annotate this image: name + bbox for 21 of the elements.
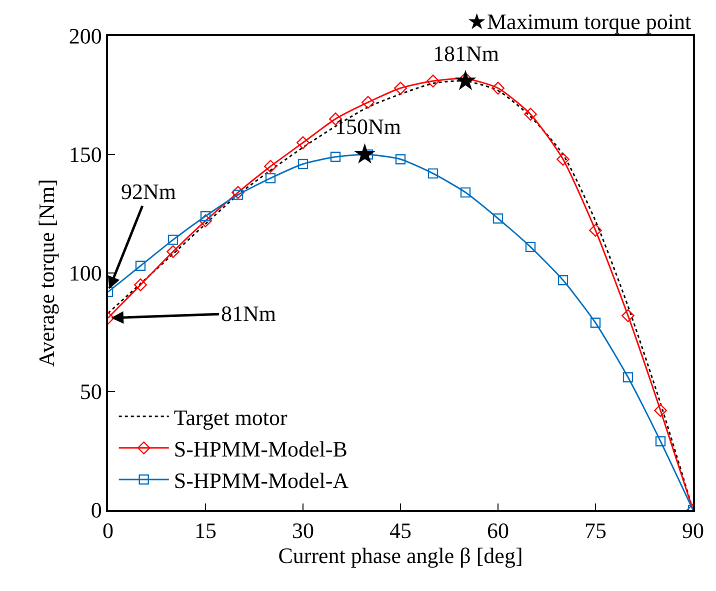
annotation: 92Nm <box>121 179 176 204</box>
annotation: 181Nm <box>433 41 499 66</box>
x-tick-label: 30 <box>292 518 314 544</box>
x-tick-label: 90 <box>682 518 704 544</box>
legend-label: Target motor <box>174 404 288 430</box>
text: ★Maximum torque point <box>467 9 692 34</box>
y-tick-label: 50 <box>80 379 102 404</box>
y-tick-label: 0 <box>90 498 102 523</box>
x-axis-title: Current phase angle β [deg] <box>278 543 523 568</box>
x-tick-label: 60 <box>487 518 509 544</box>
x-tick-label: 15 <box>194 518 216 544</box>
x-tick-label: 45 <box>390 518 412 544</box>
y-axis-title: Average torque [Nm] <box>34 179 60 367</box>
annotation: 150Nm <box>335 114 401 139</box>
legend-label: S-HPMM-Model-B <box>174 436 348 462</box>
y-tick-label: 100 <box>68 260 102 286</box>
y-tick-label: 150 <box>68 142 102 168</box>
y-tick-label: 200 <box>68 24 102 49</box>
annotation: 81Nm <box>221 301 276 326</box>
x-tick-label: 75 <box>584 518 606 544</box>
legend-label: S-HPMM-Model-A <box>174 468 349 494</box>
